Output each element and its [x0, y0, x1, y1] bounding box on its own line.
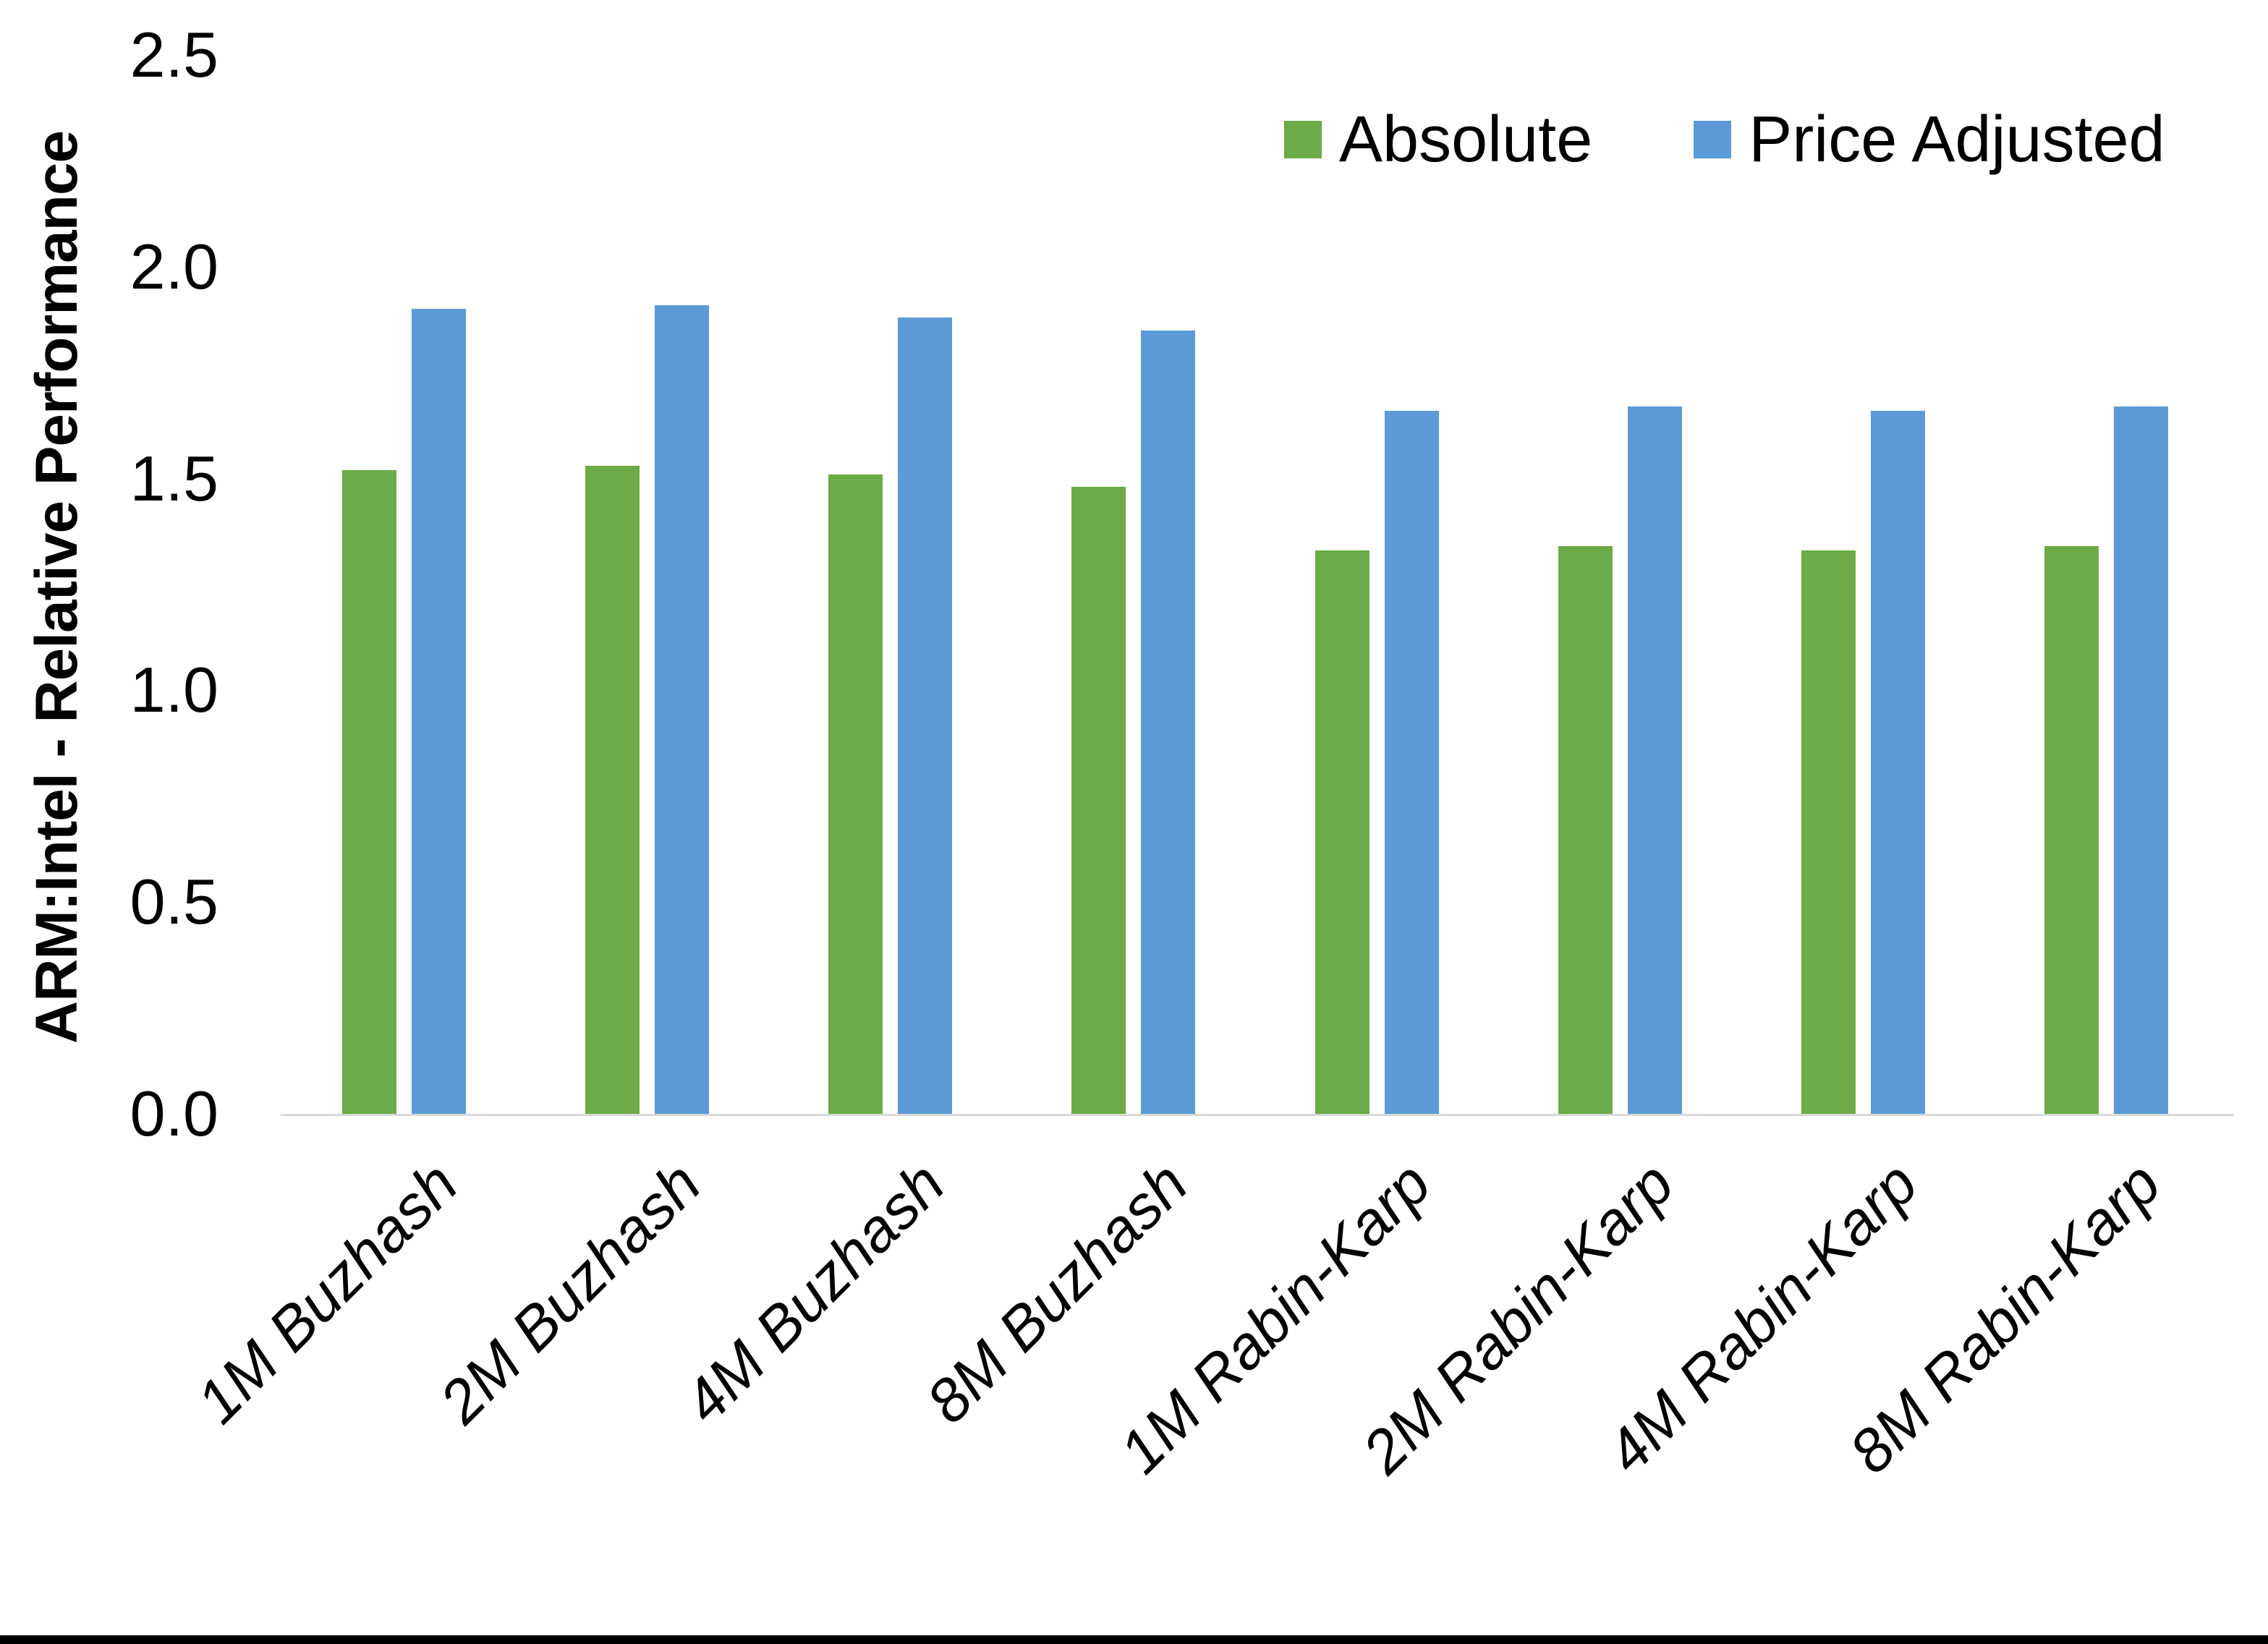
bar-absolute-6 — [1801, 550, 1856, 1114]
y-tick-label-1.5: 1.5 — [129, 442, 218, 514]
bottom-border — [0, 1635, 2268, 1644]
x-axis-line — [281, 1114, 2234, 1116]
bar-group-5 — [1498, 55, 1741, 1114]
bar-absolute-0 — [341, 469, 396, 1114]
bar-price-adjusted-6 — [1871, 410, 1926, 1114]
bar-group-4 — [1255, 55, 1498, 1114]
bar-absolute-5 — [1558, 546, 1613, 1114]
bar-group-0 — [282, 55, 525, 1114]
x-category-label-2: 4M Buzhash — [670, 1149, 957, 1436]
plot-area — [282, 55, 2228, 1114]
legend-label-price-adjusted: Price Adjusted — [1749, 103, 2165, 176]
bar-price-adjusted-7 — [2114, 406, 2169, 1114]
y-tick-label-0.5: 0.5 — [129, 866, 218, 938]
bar-absolute-4 — [1314, 550, 1369, 1114]
legend: Absolute Price Adjusted — [1284, 107, 2165, 172]
legend-item-price-adjusted: Price Adjusted — [1694, 107, 2165, 172]
bar-price-adjusted-5 — [1627, 406, 1682, 1114]
bar-group-2 — [769, 55, 1012, 1114]
bar-group-3 — [1012, 55, 1255, 1114]
legend-item-absolute: Absolute — [1284, 107, 1592, 172]
bar-absolute-1 — [585, 466, 640, 1114]
bar-group-7 — [1985, 55, 2228, 1114]
y-tick-label-0.0: 0.0 — [129, 1078, 218, 1149]
legend-swatch-price-adjusted-icon — [1694, 121, 1732, 158]
y-tick-label-1.0: 1.0 — [129, 654, 218, 726]
legend-label-absolute: Absolute — [1339, 103, 1593, 176]
y-tick-label-2.5: 2.5 — [129, 19, 218, 90]
bar-price-adjusted-4 — [1384, 410, 1439, 1114]
bar-absolute-2 — [828, 474, 883, 1114]
bar-price-adjusted-3 — [1141, 330, 1196, 1114]
bar-price-adjusted-1 — [654, 304, 709, 1114]
x-category-label-1: 2M Buzhash — [426, 1149, 714, 1436]
y-tick-label-2.0: 2.0 — [129, 230, 218, 302]
bar-absolute-7 — [2044, 546, 2099, 1114]
bar-group-6 — [1742, 55, 1985, 1114]
bar-price-adjusted-0 — [411, 309, 466, 1114]
bar-absolute-3 — [1071, 487, 1126, 1114]
bar-price-adjusted-2 — [898, 318, 953, 1114]
x-category-label-0: 1M Buzhash — [183, 1149, 471, 1436]
legend-swatch-absolute-icon — [1284, 121, 1322, 158]
bar-group-1 — [525, 55, 768, 1114]
